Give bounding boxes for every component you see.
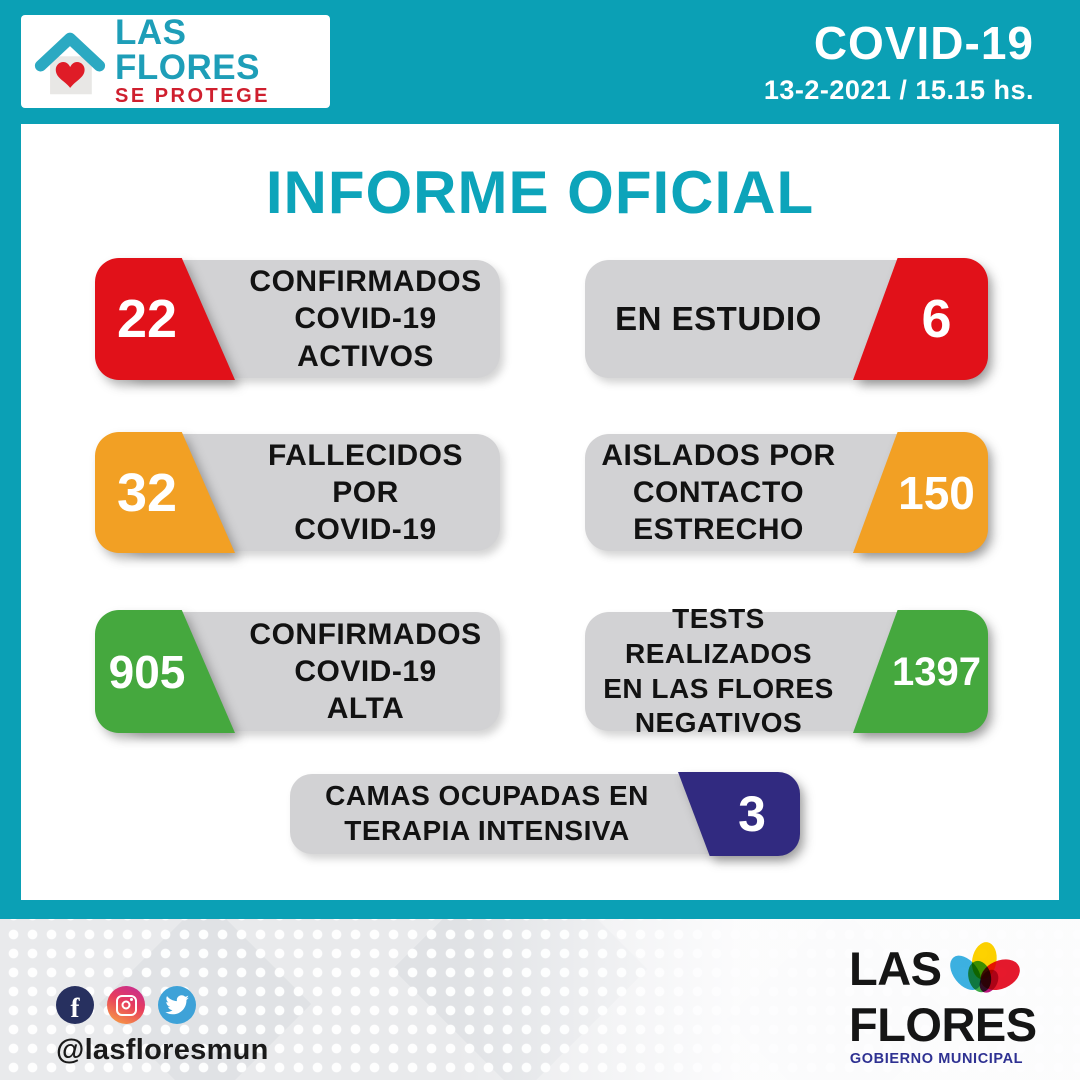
facebook-icon[interactable]: f [56, 986, 94, 1024]
stat-badge: 6 [853, 258, 988, 380]
stat-value: 32 [116, 462, 178, 523]
house-heart-icon [34, 32, 106, 94]
header-report-info: COVID-19 13-2-2021 / 15.15 hs. [764, 20, 1034, 106]
stat-card-fallecidos: 32 FALLECIDOS POR COVID-19 [95, 432, 500, 553]
header-logo-text: LAS FLORES SE PROTEGE [115, 15, 330, 108]
stat-badge: 32 [95, 432, 235, 553]
report-datetime: 13-2-2021 / 15.15 hs. [763, 75, 1034, 105]
header-logo-box: LAS FLORES SE PROTEGE [21, 15, 330, 108]
muni-logo-subtitle: GOBIERNO MUNICIPAL [849, 1051, 1024, 1068]
stat-label: CAMAS OCUPADAS EN TERAPIA INTENSIVA [325, 780, 649, 846]
stat-value: 905 [108, 645, 186, 698]
muni-logo-line2: FLORES [849, 998, 1037, 1051]
stat-card-confirmados-alta: 905 CONFIRMADOS COVID-19 ALTA [95, 610, 500, 733]
stat-card-en-estudio: 6 EN ESTUDIO [585, 258, 988, 380]
stat-card-confirmados-activos: 22 CONFIRMADOS COVID-19 ACTIVOS [95, 258, 500, 380]
stat-label: CONFIRMADOS COVID-19 ALTA [249, 617, 482, 726]
stat-value: 6 [921, 289, 952, 349]
stat-value: 150 [898, 466, 975, 519]
twitter-icon[interactable] [158, 986, 196, 1024]
page-title: INFORME OFICIAL [265, 159, 815, 226]
stat-value: 1397 [892, 649, 981, 694]
stat-value: 3 [738, 786, 766, 842]
logo-subtitle: SE PROTEGE [114, 85, 271, 107]
stat-label: EN ESTUDIO [615, 299, 822, 337]
stat-label: CONFIRMADOS COVID-19 ACTIVOS [249, 265, 482, 373]
stat-card-camas-uti: 3 CAMAS OCUPADAS EN TERAPIA INTENSIVA [290, 772, 800, 856]
stat-label: AISLADOS POR CONTACTO ESTRECHO [601, 438, 836, 547]
instagram-icon[interactable] [107, 986, 145, 1024]
stat-badge: 150 [853, 432, 988, 553]
municipal-logo: LAS FLORES GOBIERNO MUNICIPAL [849, 942, 1037, 1068]
report-title: COVID-19 [813, 17, 1034, 69]
stat-card-tests-negativos: 1397 TESTS REALIZADOS EN LAS FLORES NEGA… [585, 603, 988, 739]
social-handle: @lasfloresmun [56, 1034, 269, 1066]
stat-badge: 905 [95, 610, 235, 733]
stat-label: FALLECIDOS POR COVID-19 [267, 438, 463, 547]
stat-badge: 3 [678, 772, 800, 856]
muni-logo-line1: LAS [849, 942, 942, 995]
stat-badge: 22 [95, 258, 235, 380]
flower-icon [949, 942, 1020, 993]
stat-label: TESTS REALIZADOS EN LAS FLORES NEGATIVOS [603, 603, 834, 739]
social-block: f @lasfloresmun [56, 986, 269, 1067]
stat-card-aislados: 150 AISLADOS POR CONTACTO ESTRECHO [585, 432, 988, 553]
stat-badge: 1397 [853, 610, 988, 733]
footer: f @lasfloresmun LAS [0, 919, 1080, 1080]
stat-value: 22 [116, 289, 178, 349]
logo-title: LAS FLORES [114, 13, 260, 87]
